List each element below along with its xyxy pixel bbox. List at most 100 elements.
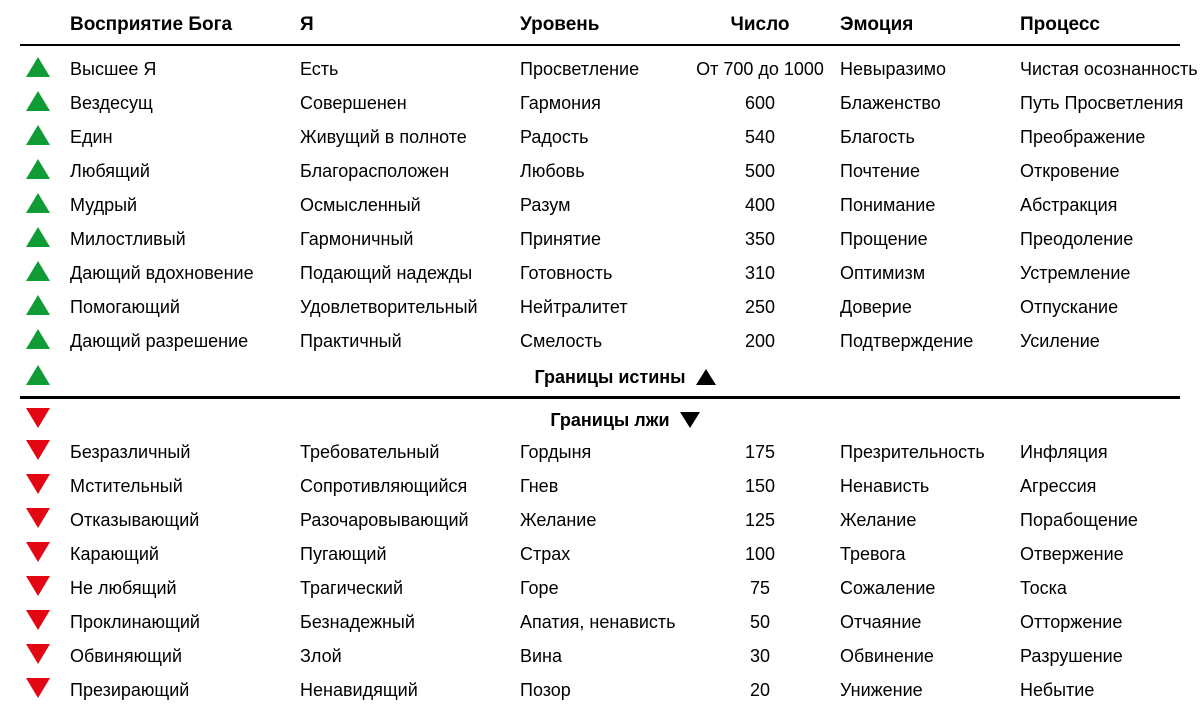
cell-level: Готовность bbox=[520, 263, 690, 284]
up-triangle-icon bbox=[26, 193, 50, 213]
black-up-triangle-icon bbox=[696, 369, 716, 385]
cell-level: Любовь bbox=[520, 161, 690, 182]
cell-level: Принятие bbox=[520, 229, 690, 250]
cell-level: Позор bbox=[520, 680, 690, 701]
lie-boundary-label: Границы лжи bbox=[550, 410, 669, 431]
cell-process: Отвержение bbox=[1020, 544, 1200, 565]
table-row: ОбвиняющийЗлойВина30ОбвинениеРазрушение bbox=[20, 639, 1180, 673]
up-triangle-icon bbox=[26, 227, 50, 247]
up-triangle-icon bbox=[26, 159, 50, 179]
row-down-icon-cell bbox=[20, 644, 70, 669]
cell-perception: Помогающий bbox=[70, 297, 300, 318]
cell-number: 75 bbox=[690, 578, 840, 599]
divider-block: Границы истины Границы лжи bbox=[20, 362, 1180, 435]
cell-number: 250 bbox=[690, 297, 840, 318]
cell-emotion: Презрительность bbox=[840, 442, 1020, 463]
cell-number: 500 bbox=[690, 161, 840, 182]
row-down-icon-cell bbox=[20, 508, 70, 533]
cell-process: Разрушение bbox=[1020, 646, 1200, 667]
cell-level: Радость bbox=[520, 127, 690, 148]
cell-self: Разочаровывающий bbox=[300, 510, 520, 531]
cell-self: Ненавидящий bbox=[300, 680, 520, 701]
cell-emotion: Благость bbox=[840, 127, 1020, 148]
down-triangle-icon bbox=[26, 610, 50, 630]
cell-self: Практичный bbox=[300, 331, 520, 352]
row-up-icon-cell bbox=[20, 91, 70, 116]
cell-level: Просветление bbox=[520, 59, 690, 80]
table-header-row: Восприятие Бога Я Уровень Число Эмоция П… bbox=[20, 12, 1180, 46]
col-header-emotion: Эмоция bbox=[840, 14, 1020, 36]
cell-emotion: Подтверждение bbox=[840, 331, 1020, 352]
table-row: Высшее ЯЕстьПросветлениеОт 700 до 1000Не… bbox=[20, 52, 1180, 86]
cell-perception: Любящий bbox=[70, 161, 300, 182]
cell-perception: Презирающий bbox=[70, 680, 300, 701]
table-row: ПрезирающийНенавидящийПозор20УнижениеНеб… bbox=[20, 673, 1180, 707]
up-triangle-icon bbox=[26, 261, 50, 281]
cell-self: Осмысленный bbox=[300, 195, 520, 216]
cell-emotion: Блаженство bbox=[840, 93, 1020, 114]
cell-perception: Вездесущ bbox=[70, 93, 300, 114]
cell-emotion: Обвинение bbox=[840, 646, 1020, 667]
cell-number: 200 bbox=[690, 331, 840, 352]
cell-level: Гордыня bbox=[520, 442, 690, 463]
cell-perception: Карающий bbox=[70, 544, 300, 565]
row-up-icon-cell bbox=[20, 125, 70, 150]
up-triangle-icon bbox=[26, 329, 50, 349]
table-row: Дающий вдохновениеПодающий надеждыГотовн… bbox=[20, 256, 1180, 290]
row-up-icon-cell bbox=[20, 227, 70, 252]
row-down-icon-cell bbox=[20, 576, 70, 601]
cell-perception: Милостливый bbox=[70, 229, 300, 250]
cell-perception: Высшее Я bbox=[70, 59, 300, 80]
cell-perception: Проклинающий bbox=[70, 612, 300, 633]
cell-level: Гармония bbox=[520, 93, 690, 114]
table-row: МстительныйСопротивляющийсяГнев150Ненави… bbox=[20, 469, 1180, 503]
cell-self: Сопротивляющийся bbox=[300, 476, 520, 497]
cell-self: Благорасположен bbox=[300, 161, 520, 182]
down-triangle-icon bbox=[26, 408, 50, 428]
cell-level: Страх bbox=[520, 544, 690, 565]
table-row: МилостливыйГармоничныйПринятие350Прощени… bbox=[20, 222, 1180, 256]
cell-number: 400 bbox=[690, 195, 840, 216]
cell-number: 30 bbox=[690, 646, 840, 667]
divider-line bbox=[20, 396, 1180, 399]
cell-level: Горе bbox=[520, 578, 690, 599]
cell-perception: Отказывающий bbox=[70, 510, 300, 531]
table-row: КарающийПугающийСтрах100ТревогаОтвержени… bbox=[20, 537, 1180, 571]
cell-self: Пугающий bbox=[300, 544, 520, 565]
cell-emotion: Сожаление bbox=[840, 578, 1020, 599]
up-triangle-icon bbox=[26, 125, 50, 145]
cell-number: 150 bbox=[690, 476, 840, 497]
row-up-icon-cell bbox=[20, 57, 70, 82]
down-triangle-icon bbox=[26, 678, 50, 698]
down-triangle-icon bbox=[26, 440, 50, 460]
up-triangle-icon bbox=[26, 57, 50, 77]
lie-label-wrap: Границы лжи bbox=[70, 410, 1180, 431]
cell-self: Злой bbox=[300, 646, 520, 667]
cell-process: Абстракция bbox=[1020, 195, 1200, 216]
cell-process: Преодоление bbox=[1020, 229, 1200, 250]
up-triangle-icon bbox=[26, 365, 50, 385]
cell-process: Тоска bbox=[1020, 578, 1200, 599]
truth-boundary-row: Границы истины bbox=[20, 362, 1180, 392]
cell-emotion: Почтение bbox=[840, 161, 1020, 182]
cell-perception: Обвиняющий bbox=[70, 646, 300, 667]
upper-rows-group: Высшее ЯЕстьПросветлениеОт 700 до 1000Не… bbox=[20, 52, 1180, 358]
cell-self: Живущий в полноте bbox=[300, 127, 520, 148]
cell-self: Гармоничный bbox=[300, 229, 520, 250]
cell-process: Устремление bbox=[1020, 263, 1200, 284]
cell-emotion: Тревога bbox=[840, 544, 1020, 565]
row-down-icon-cell bbox=[20, 542, 70, 567]
cell-level: Апатия, ненависть bbox=[520, 612, 690, 633]
cell-emotion: Оптимизм bbox=[840, 263, 1020, 284]
cell-process: Отпускание bbox=[1020, 297, 1200, 318]
down-triangle-icon bbox=[26, 576, 50, 596]
row-down-icon-cell bbox=[20, 474, 70, 499]
table-row: ОтказывающийРазочаровывающийЖелание125Же… bbox=[20, 503, 1180, 537]
cell-self: Есть bbox=[300, 59, 520, 80]
down-triangle-icon bbox=[26, 542, 50, 562]
col-header-perception: Восприятие Бога bbox=[70, 14, 300, 36]
cell-self: Требовательный bbox=[300, 442, 520, 463]
table-row: ЛюбящийБлагорасположенЛюбовь500ПочтениеО… bbox=[20, 154, 1180, 188]
cell-self: Удовлетворительный bbox=[300, 297, 520, 318]
cell-number: 20 bbox=[690, 680, 840, 701]
